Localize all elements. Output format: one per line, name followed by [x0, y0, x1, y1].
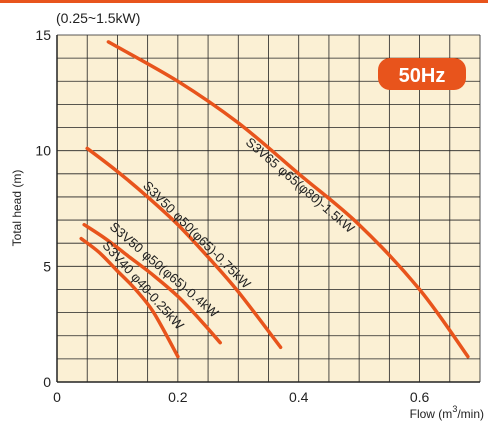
y-tick-label: 0 — [43, 374, 51, 390]
x-axis-title: Flow (m3/min) — [410, 404, 484, 421]
chart-subtitle: (0.25~1.5kW) — [56, 10, 140, 26]
x-axis-title-main: Flow (m — [410, 407, 453, 421]
x-tick-labels: 0 0.2 0.4 0.6 — [53, 389, 429, 405]
curve-4 — [79, 236, 180, 359]
badge-background — [378, 58, 466, 90]
badge-label: 50Hz — [399, 65, 446, 87]
x-axis-title-sup: 3 — [452, 404, 457, 414]
axis-lines — [56, 35, 480, 383]
frequency-badge: 50Hz — [378, 58, 466, 90]
curves — [79, 40, 470, 359]
x-tick-label: 0 — [53, 389, 61, 405]
x-tick-label: 0.6 — [410, 389, 430, 405]
y-tick-labels: 0 5 10 15 — [35, 27, 51, 390]
top-accent-bar — [0, 0, 488, 3]
curve-3 — [82, 222, 222, 345]
x-tick-label: 0.4 — [289, 389, 309, 405]
x-tick-label: 0.2 — [168, 389, 188, 405]
curve-2 — [85, 146, 283, 350]
curve-1 — [106, 40, 470, 359]
x-axis-title-tail: /min) — [457, 407, 484, 421]
y-tick-label: 15 — [35, 27, 51, 43]
y-tick-label: 5 — [43, 258, 51, 274]
y-axis-title: Total head (m) — [10, 170, 24, 247]
y-tick-label: 10 — [35, 143, 51, 159]
grid-lines — [56, 34, 481, 383]
